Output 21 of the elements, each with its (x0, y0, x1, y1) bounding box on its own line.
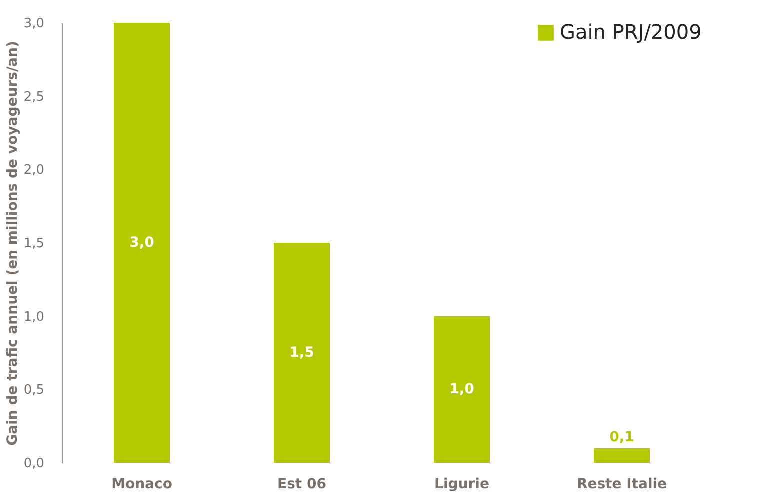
y-axis-title: Gain de trafic annuel (en millions de voyageurs/an) (4, 41, 21, 446)
x-tick-label: Ligurie (434, 476, 490, 492)
y-tick-label: 0,5 (24, 383, 44, 398)
x-tick-label: Monaco (112, 476, 173, 492)
data-label: 1,5 (290, 345, 314, 361)
y-tick-label: 2,5 (24, 90, 44, 105)
y-tick-label: 2,0 (24, 163, 44, 178)
x-tick-label: Reste Italie (576, 476, 668, 492)
y-tick-label: 0,0 (24, 456, 44, 472)
y-tick-label: 3,0 (24, 16, 44, 32)
bar (114, 23, 170, 463)
legend-label: Gain PRJ/2009 (560, 20, 702, 44)
data-label: 0,1 (610, 429, 634, 446)
bar (274, 243, 330, 463)
bar (594, 448, 650, 463)
data-label: 3,0 (130, 235, 155, 251)
bar (434, 316, 490, 463)
data-label: 1,0 (450, 382, 475, 398)
x-tick-label: Est 06 (278, 476, 326, 492)
y-tick-label: 1,0 (24, 310, 44, 325)
y-tick-label: 1,5 (24, 236, 44, 252)
